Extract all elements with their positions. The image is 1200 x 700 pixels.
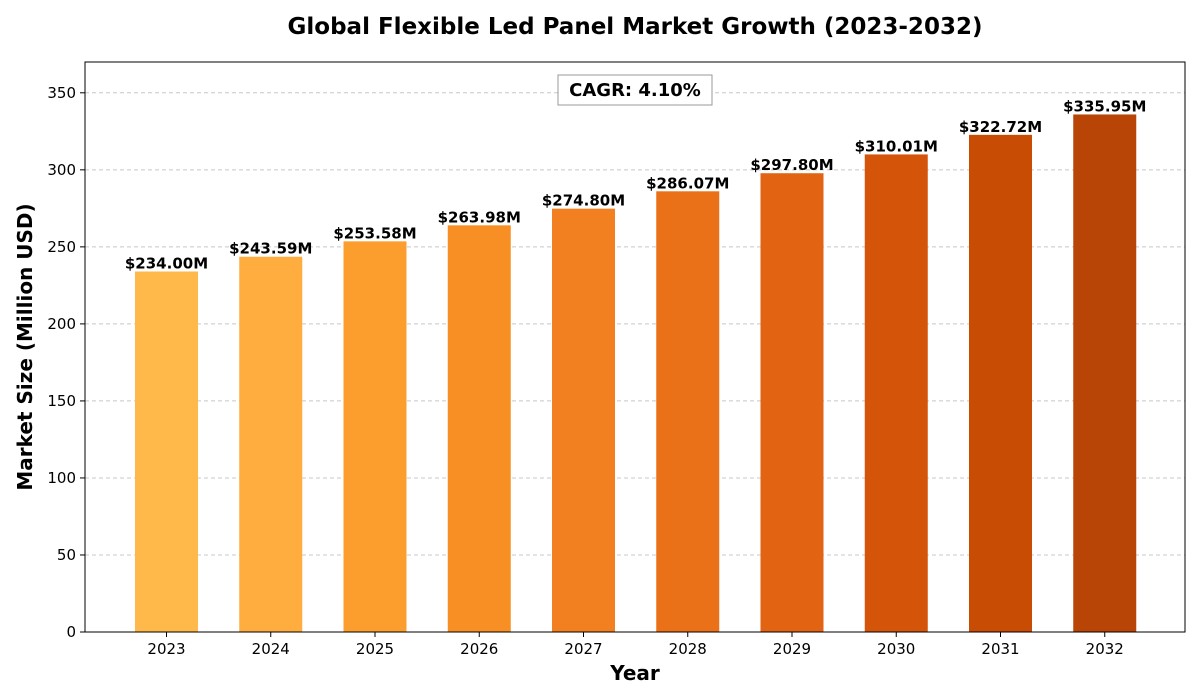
data-label-2028: $286.07M xyxy=(646,174,729,192)
y-tick-label: 350 xyxy=(47,84,76,102)
y-tick-label: 200 xyxy=(47,315,76,333)
bar-2029 xyxy=(760,173,824,632)
data-label-2029: $297.80M xyxy=(750,156,833,174)
data-label-2030: $310.01M xyxy=(855,137,938,155)
x-tick-label-2031: 2031 xyxy=(981,640,1019,658)
data-label-2031: $322.72M xyxy=(959,118,1042,136)
y-tick-label: 250 xyxy=(47,238,76,256)
cagr-annotation: CAGR: 4.10% xyxy=(557,74,713,106)
cagr-text: CAGR: 4.10% xyxy=(569,80,701,101)
bar-2024 xyxy=(239,256,303,632)
x-tick-label-2026: 2026 xyxy=(460,640,498,658)
x-axis-label: Year xyxy=(609,661,660,685)
x-tick-label-2028: 2028 xyxy=(669,640,707,658)
bars xyxy=(135,114,1137,633)
bar-2023 xyxy=(135,271,198,632)
x-tick-label-2030: 2030 xyxy=(877,640,915,658)
y-axis-ticks: 0 50 100 150 200 250 300 350 xyxy=(47,84,85,641)
y-tick-label: 100 xyxy=(47,469,76,487)
x-tick-label-2023: 2023 xyxy=(147,640,185,658)
x-tick-label-2027: 2027 xyxy=(564,640,602,658)
y-tick-label: 300 xyxy=(47,161,76,179)
data-label-2026: $263.98M xyxy=(438,208,521,226)
bar-2027 xyxy=(552,208,615,632)
bar-2031 xyxy=(969,134,1032,632)
chart-title: Global Flexible Led Panel Market Growth … xyxy=(288,14,983,40)
data-label-2024: $243.59M xyxy=(229,240,312,258)
x-tick-label-2025: 2025 xyxy=(356,640,394,658)
y-tick-label: 0 xyxy=(66,623,76,641)
x-tick-label-2032: 2032 xyxy=(1086,640,1124,658)
data-labels: $234.00M $243.59M $253.58M $263.98M $274.80M… xyxy=(125,97,1147,272)
data-label-2023: $234.00M xyxy=(125,255,208,273)
bar-2025 xyxy=(343,241,407,632)
x-tick-label-2024: 2024 xyxy=(252,640,290,658)
data-label-2025: $253.58M xyxy=(333,224,416,242)
x-tick-label-2029: 2029 xyxy=(773,640,811,658)
bar-2032 xyxy=(1073,114,1137,633)
bar-2028 xyxy=(656,191,720,633)
plot-frame xyxy=(84,61,1186,633)
bar-2030 xyxy=(864,154,928,632)
data-label-2027: $274.80M xyxy=(542,192,625,210)
x-axis-ticks: 2023 2024 2025 2026 2027 2028 2029 2030 2031 2032 xyxy=(147,632,1124,658)
cagr-box xyxy=(557,74,713,106)
y-tick-label: 150 xyxy=(47,392,76,410)
bar-2026 xyxy=(447,225,511,632)
data-label-2032: $335.95M xyxy=(1063,97,1146,115)
y-axis-label: Market Size (Million USD) xyxy=(13,203,37,490)
y-tick-label: 50 xyxy=(57,546,76,564)
